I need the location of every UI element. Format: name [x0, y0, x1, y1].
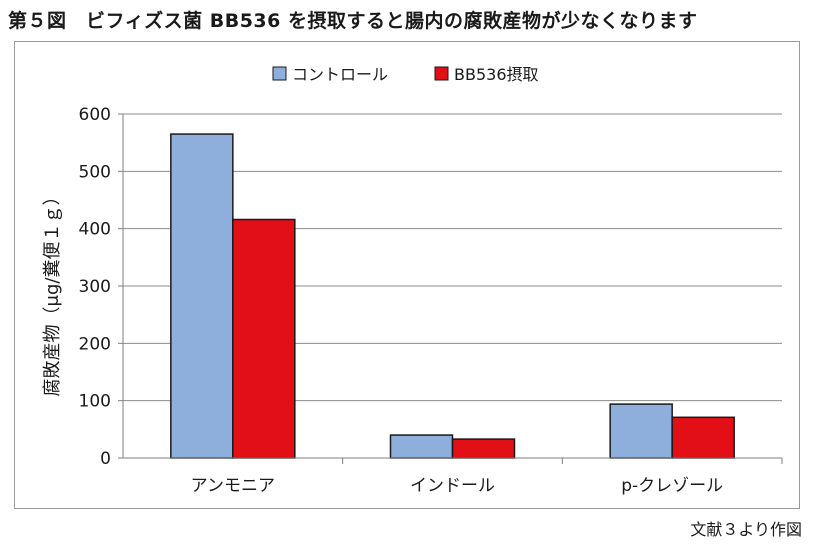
bar-bb536 — [232, 218, 296, 459]
x-tick-label: アンモニア — [191, 476, 275, 496]
y-tick-labels: 0 100 200 300 400 500 600 — [79, 105, 111, 469]
x-tick-label: p-クレゾール — [621, 476, 723, 496]
bar-bb536 — [451, 438, 516, 459]
chart-frame: コントロール BB536摂取 0 100 200 300 400 500 600 アンモニア イ… — [14, 41, 800, 509]
y-tick-label: 600 — [79, 105, 111, 125]
x-tick-label: インドール — [410, 476, 495, 496]
chart-legend: コントロール BB536摂取 — [272, 65, 539, 84]
legend-label: コントロール — [292, 65, 388, 84]
y-tick-label: 100 — [79, 392, 111, 412]
figure-title: 第５図 ビフィズス菌 BB536 を摂取すると腸内の腐敗産物が少なくなります — [8, 10, 698, 32]
legend-item-bb536: BB536摂取 — [434, 65, 539, 84]
y-tick-label: 500 — [79, 162, 111, 182]
legend-swatch — [272, 66, 287, 81]
x-tick-labels: アンモニア インドール p-クレゾール — [191, 476, 723, 496]
y-tick-label: 200 — [79, 334, 111, 354]
y-tick-label: 300 — [79, 277, 111, 297]
legend-swatch — [434, 66, 449, 81]
legend-item-control: コントロール — [272, 65, 388, 84]
axes — [118, 113, 783, 464]
bars-group — [170, 133, 735, 459]
bar-control — [170, 133, 234, 459]
y-tick-label: 400 — [79, 220, 111, 240]
bar-bb536 — [671, 416, 735, 459]
bar-control — [389, 434, 454, 459]
bar-control — [609, 403, 673, 459]
y-tick-label: 0 — [100, 449, 111, 469]
y-axis-label: 腐敗産物（μg/糞便１ｇ） — [42, 188, 63, 397]
legend-label: BB536摂取 — [454, 65, 539, 84]
bar-chart: コントロール BB536摂取 0 100 200 300 400 500 600 アンモニア イ… — [42, 65, 783, 496]
source-note: 文献３より作図 — [690, 520, 802, 539]
